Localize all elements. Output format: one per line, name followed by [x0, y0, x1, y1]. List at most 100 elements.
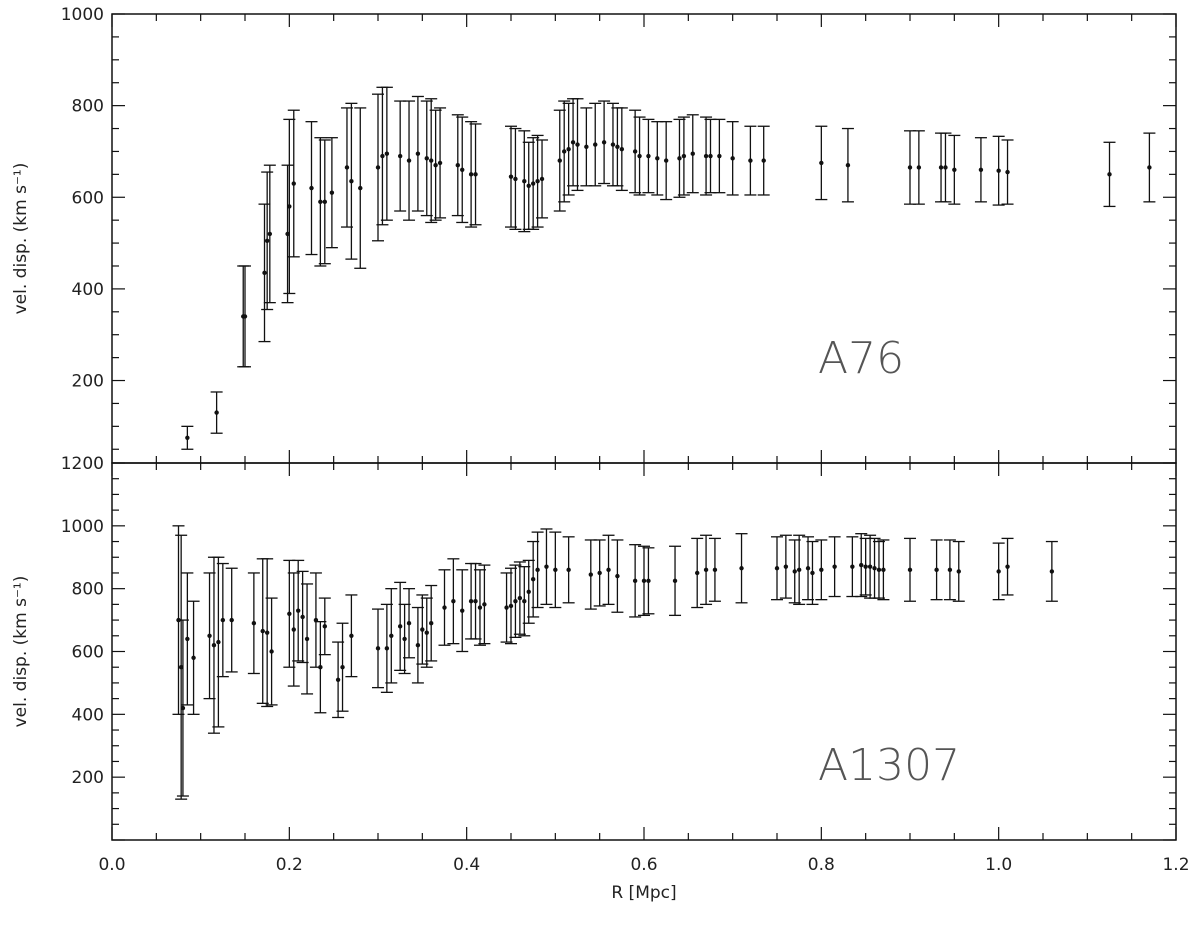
data-point — [992, 135, 1005, 206]
data-marker — [566, 146, 571, 152]
data-marker — [557, 158, 562, 163]
data-point — [828, 536, 841, 598]
data-marker — [504, 605, 509, 610]
data-marker — [597, 570, 602, 576]
data-point — [611, 539, 624, 613]
data-point — [562, 536, 575, 604]
y-tick-label: 800 — [72, 580, 104, 600]
data-marker — [593, 142, 598, 147]
data-marker — [340, 665, 345, 670]
data-marker — [214, 410, 219, 415]
data-point — [181, 425, 194, 450]
data-marker — [251, 621, 257, 626]
data-marker — [996, 569, 1001, 574]
x-axis-ticks-a1307 — [111, 463, 1177, 840]
data-point — [855, 533, 868, 598]
data-point — [673, 118, 686, 198]
data-point — [877, 539, 890, 601]
data-point — [247, 572, 260, 675]
data-marker — [832, 564, 837, 569]
data-point — [584, 539, 597, 610]
y-axis-ticks-a1307 — [112, 462, 1176, 841]
data-marker — [1107, 172, 1112, 177]
data-marker — [242, 314, 248, 319]
data-point — [815, 125, 828, 201]
data-marker — [384, 151, 390, 156]
data-point — [948, 134, 961, 205]
data-point — [593, 539, 606, 607]
data-marker — [513, 599, 518, 604]
data-point — [287, 109, 300, 258]
data-marker — [796, 567, 802, 573]
data-marker — [584, 144, 589, 150]
data-marker — [907, 567, 913, 573]
data-point — [531, 134, 544, 228]
data-point — [806, 540, 819, 606]
data-point — [815, 539, 828, 601]
data-marker — [819, 567, 824, 573]
data-point — [212, 556, 225, 728]
data-marker — [262, 270, 267, 276]
data-marker — [570, 140, 576, 145]
data-marker — [526, 589, 531, 595]
data-point — [549, 531, 562, 609]
data-marker — [229, 617, 234, 623]
data-point — [411, 95, 424, 212]
data-marker — [380, 153, 385, 159]
data-marker — [703, 153, 709, 159]
data-marker — [429, 621, 434, 626]
data-marker — [695, 570, 700, 576]
data-point — [434, 107, 447, 219]
data-point — [726, 121, 739, 196]
data-point — [261, 558, 274, 708]
data-marker — [269, 649, 274, 654]
data-marker — [562, 149, 567, 154]
data-point — [296, 570, 309, 664]
data-point — [686, 114, 699, 194]
data-point — [713, 118, 726, 194]
x-tick-label: 0.0 — [98, 855, 125, 875]
data-marker — [468, 599, 474, 604]
data-marker — [934, 567, 939, 573]
data-marker — [535, 179, 540, 184]
x-axis-ticks-a76 — [111, 14, 1177, 463]
data-marker — [180, 705, 186, 711]
data-points-a1307 — [172, 525, 1058, 800]
data-marker — [344, 165, 350, 170]
data-point — [1001, 139, 1014, 205]
data-point — [536, 139, 549, 219]
data-marker — [349, 179, 354, 184]
data-point — [385, 588, 398, 684]
data-marker — [211, 643, 217, 648]
data-marker — [389, 633, 394, 638]
y-tick-label: 1200 — [61, 454, 104, 474]
data-marker — [191, 655, 196, 660]
data-point — [225, 567, 238, 673]
data-point — [438, 569, 451, 646]
plot-frame-a76 — [111, 13, 1177, 464]
data-point — [403, 100, 416, 221]
data-point — [210, 391, 223, 434]
data-marker — [1049, 569, 1055, 574]
data-marker — [619, 146, 625, 152]
data-marker — [384, 646, 390, 651]
data-marker — [717, 153, 722, 159]
data-point — [478, 564, 491, 645]
panel-label-a1307: A1307 — [818, 740, 960, 791]
data-marker — [300, 614, 305, 620]
data-marker — [482, 602, 487, 607]
data-point — [301, 583, 314, 695]
data-marker — [907, 165, 913, 170]
data-marker — [615, 573, 620, 579]
data-point — [638, 545, 650, 617]
data-marker — [264, 630, 270, 635]
data-point — [642, 118, 655, 194]
panel-label-a76: A76 — [818, 333, 904, 384]
data-point — [660, 121, 673, 201]
data-point — [700, 534, 713, 606]
data-marker — [681, 153, 687, 159]
data-point — [380, 86, 393, 221]
data-point — [992, 542, 1005, 601]
data-point — [744, 125, 757, 196]
data-point — [318, 597, 331, 656]
